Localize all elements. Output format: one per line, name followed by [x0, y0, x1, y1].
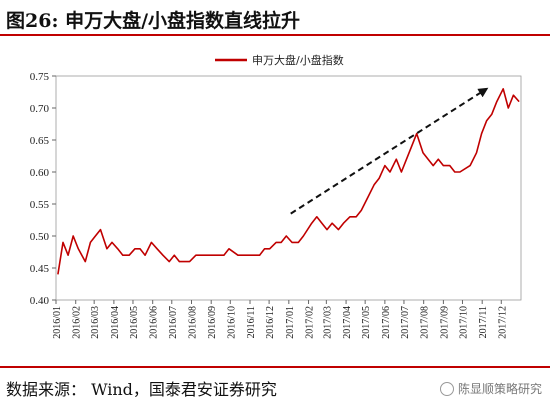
source-note: 数据来源： Wind，国泰君安证券研究 — [6, 380, 277, 399]
x-tick-label: 2016/03 — [90, 306, 101, 339]
legend-label: 申万大盘/小盘指数 — [252, 53, 344, 67]
x-tick-label: 2017/01 — [285, 306, 296, 339]
series-layer — [57, 87, 520, 275]
y-tick-label: 0.40 — [30, 295, 50, 307]
x-tick-label: 2016/11 — [246, 306, 257, 338]
x-tick-label: 2017/06 — [381, 306, 392, 339]
x-tick-label: 2016/06 — [149, 306, 160, 339]
x-tick-label: 2016/02 — [72, 306, 83, 339]
x-tick-label: 2016/08 — [187, 306, 198, 339]
figure-footer: 数据来源： Wind，国泰君安证券研究 陈显顺策略研究 — [0, 366, 550, 410]
x-tick-label: 2017/05 — [361, 306, 372, 339]
figure-title: 图26: 申万大盘/小盘指数直线拉升 — [6, 10, 301, 32]
y-tick-label: 0.50 — [30, 231, 50, 243]
y-tick-label: 0.55 — [30, 199, 50, 211]
series-line — [57, 87, 520, 275]
plot-border — [55, 75, 522, 301]
plot-frame — [55, 75, 522, 301]
y-tick-label: 0.60 — [30, 167, 50, 179]
x-tick-label: 2017/11 — [478, 306, 489, 338]
figure-header: 图26: 申万大盘/小盘指数直线拉升 — [0, 0, 550, 36]
y-tick-label: 0.75 — [30, 71, 50, 83]
watermark: 陈显顺策略研究 — [439, 380, 542, 397]
x-tick-label: 2017/09 — [439, 306, 450, 339]
x-tick-label: 2016/01 — [52, 306, 63, 339]
x-axis: 2016/01 2016/02 2016/03 2016/04 2016/05 2016/… — [52, 300, 508, 339]
x-tick-label: 2016/07 — [168, 306, 179, 339]
line-chart: 申万大盘/小盘指数 0.400.450.500.550.600.650.700.… — [30, 53, 522, 339]
y-tick-label: 0.65 — [30, 135, 50, 147]
x-tick-label: 2017/12 — [497, 306, 508, 339]
x-tick-label: 2017/02 — [305, 306, 316, 339]
trend-arrow — [290, 87, 489, 215]
header-rule — [0, 34, 550, 36]
chart-area: 申万大盘/小盘指数 0.40 0.45 0.50 0.55 0.60 0.65 0.70 0.… — [0, 36, 550, 366]
x-tick-label: 2017/10 — [458, 306, 469, 339]
legend: 申万大盘/小盘指数 — [215, 53, 344, 67]
y-tick-label: 0.45 — [30, 263, 50, 275]
x-tick-label: 2016/09 — [207, 306, 218, 339]
x-tick-label: 2016/10 — [226, 306, 237, 339]
watermark-text: 陈显顺策略研究 — [457, 382, 542, 396]
y-tick-label: 0.70 — [30, 103, 50, 115]
x-tick-label: 2017/03 — [322, 306, 333, 339]
x-tick-label: 2017/08 — [420, 306, 431, 339]
x-tick-label: 2017/07 — [400, 306, 411, 339]
wechat-icon — [439, 381, 454, 396]
x-tick-label: 2016/05 — [129, 306, 140, 339]
annotation-layer — [290, 87, 489, 215]
y-axis: 0.40 0.45 0.50 0.55 0.60 0.65 0.70 0.75 — [30, 71, 56, 307]
x-tick-label: 2016/12 — [265, 306, 276, 339]
x-tick-label: 2016/04 — [110, 306, 121, 339]
x-tick-label: 2017/04 — [342, 306, 353, 339]
